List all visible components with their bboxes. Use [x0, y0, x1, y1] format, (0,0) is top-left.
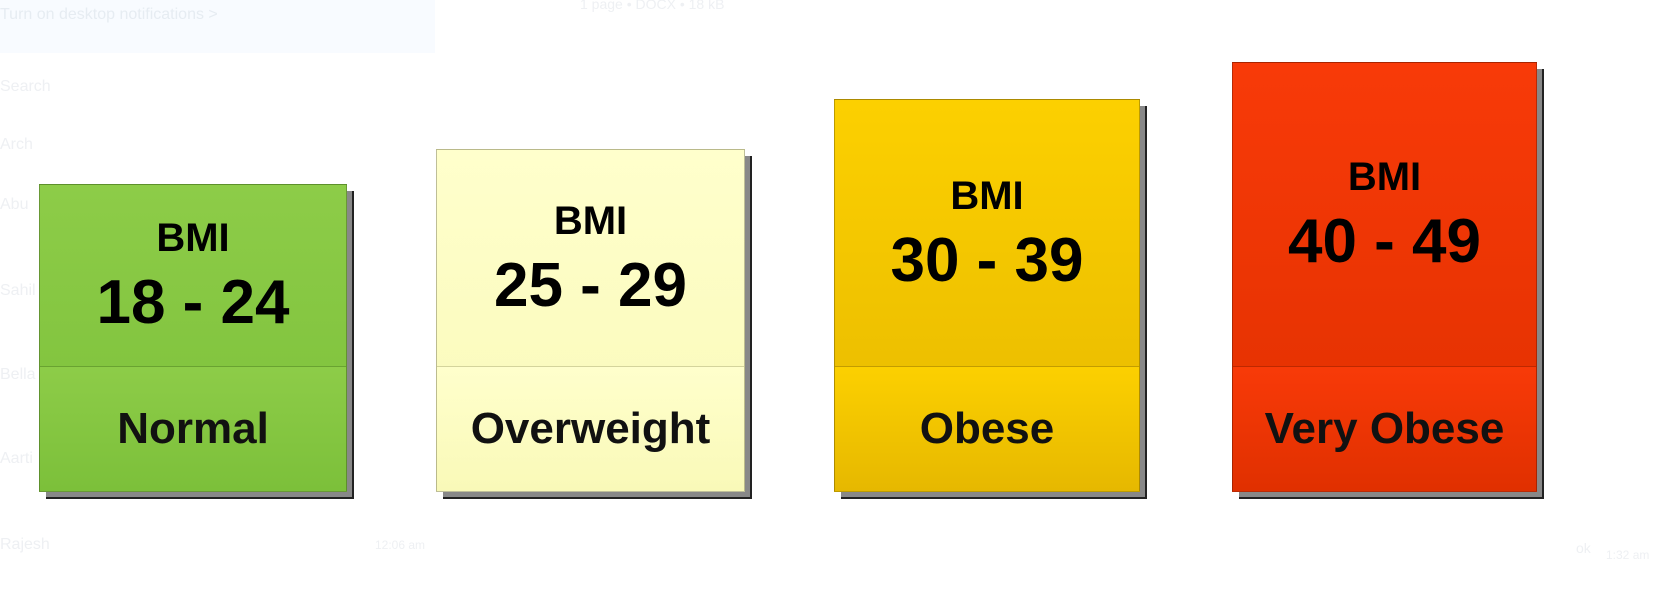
chat-item[interactable]: Aarti: [0, 450, 33, 467]
chat-item[interactable]: Abu: [0, 196, 29, 213]
bmi-range: 30 - 39: [890, 225, 1084, 295]
bmi-range: 25 - 29: [493, 250, 688, 320]
bmi-card-very-obese: BMI 40 - 49 Very Obese: [1232, 62, 1537, 492]
archived-item[interactable]: Arch: [0, 136, 33, 153]
bmi-range: 40 - 49: [1287, 207, 1482, 276]
bmi-range: 18 - 24: [96, 268, 290, 337]
bmi-category: Obese: [919, 404, 1055, 453]
notification-text[interactable]: Turn on desktop notifications >: [0, 6, 218, 23]
search-input[interactable]: Search: [0, 78, 51, 95]
bmi-card-obese: BMI 30 - 39 Obese: [834, 99, 1140, 492]
bmi-category: Very Obese: [1264, 404, 1505, 453]
chat-item[interactable]: Rajesh: [0, 536, 50, 553]
notification-banner[interactable]: Turn on desktop notifications >: [0, 0, 435, 53]
message-text: ok: [1576, 540, 1591, 556]
bmi-label: BMI: [950, 173, 1024, 218]
bmi-label: BMI: [553, 198, 628, 243]
bmi-card-overweight: BMI 25 - 29 Overweight: [436, 149, 745, 492]
bmi-label: BMI: [1347, 155, 1422, 199]
bmi-category: Normal: [117, 404, 269, 453]
bmi-card-normal: BMI 18 - 24 Normal: [39, 184, 347, 492]
bmi-label: BMI: [156, 216, 230, 260]
chat-time: 12:06 am: [375, 538, 426, 552]
chat-item[interactable]: Bella: [0, 366, 36, 383]
chat-item[interactable]: Sahil: [0, 282, 36, 299]
file-meta: 1 page • DOCX • 18 kB: [580, 0, 725, 12]
bmi-category: Overweight: [470, 404, 711, 453]
message-time: 1:32 am: [1606, 548, 1650, 562]
